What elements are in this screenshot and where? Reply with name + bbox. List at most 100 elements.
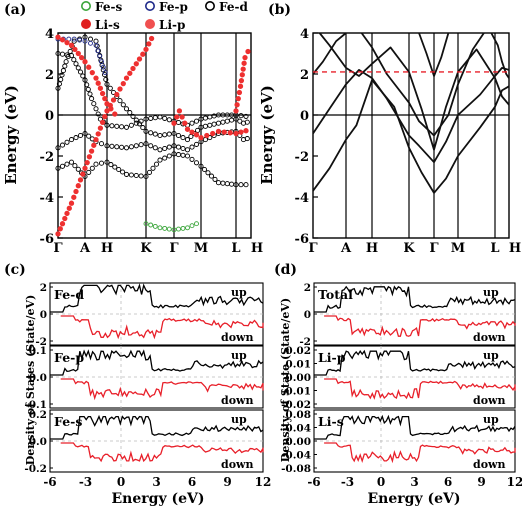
fe-band-point	[128, 172, 134, 178]
kpoint-label: Γ	[169, 241, 179, 256]
spin-down-label: down	[221, 331, 254, 344]
fe-band-point	[86, 133, 92, 139]
xtick-label: -3	[79, 475, 92, 489]
fe-band-point	[152, 223, 158, 229]
fe-band-point	[166, 144, 172, 150]
li-band-point	[204, 132, 210, 139]
ytick-label: -0.1	[24, 399, 47, 411]
fe-band-point	[73, 61, 79, 67]
fe-band-point	[224, 181, 230, 187]
fe-band-point	[205, 170, 211, 176]
li-band-point	[127, 70, 133, 76]
fe-band-point	[175, 119, 182, 126]
spin-up-label: up	[483, 413, 499, 426]
fe-band-point	[117, 98, 123, 104]
fe-band-point	[116, 166, 122, 173]
li-band-point	[55, 34, 61, 40]
fe-band-point	[104, 143, 110, 149]
ytick-label: 0.0	[29, 372, 47, 384]
fe-band-point	[128, 122, 134, 128]
panel-a: (a) Fe-s Fe-p Fe-d Li-s Li-p Energy (eV) 4 2 0…	[2, 0, 263, 256]
fe-band-point	[120, 169, 126, 175]
fe-band-point	[143, 173, 149, 180]
fe-band-point	[133, 120, 139, 126]
fe-band-point	[56, 81, 62, 87]
band-line	[312, 32, 347, 75]
fe-band-point	[102, 72, 108, 78]
fe-band-point	[123, 124, 130, 130]
fe-band-point	[148, 143, 154, 149]
fe-band-point	[180, 135, 186, 141]
band-line	[418, 32, 450, 77]
dos-down-curve	[324, 442, 516, 464]
fe-band-point	[103, 76, 109, 83]
fe-band-point	[244, 136, 250, 142]
fe-band-point	[176, 226, 181, 232]
band-line	[318, 32, 510, 151]
panel-c: (c) Density of States (State/eV) 2 0 -2 Fe-…	[4, 262, 271, 507]
band-line	[490, 32, 510, 79]
li-band-point	[241, 60, 247, 66]
li-band-point	[140, 51, 146, 57]
fe-band-point	[127, 110, 133, 116]
li-band-point	[66, 205, 72, 211]
ytick-label: 0	[45, 109, 54, 124]
xtick-label: 6	[188, 475, 196, 489]
fe-band-point	[133, 143, 139, 149]
li-band-point	[102, 113, 108, 120]
fe-band-point	[104, 159, 110, 165]
fe-band-point	[207, 122, 213, 128]
ytick-label: -4	[40, 191, 54, 206]
fe-band-point	[189, 120, 195, 126]
fe-band-point	[184, 153, 191, 159]
li-band-point	[221, 129, 227, 135]
ytick-label: -0.04	[281, 450, 311, 462]
spin-up-label: up	[483, 286, 499, 299]
ytick-label: -2	[35, 336, 47, 348]
fe-band-point	[185, 225, 190, 231]
ytick-label: -0.2	[24, 463, 47, 475]
fe-band-point	[189, 156, 195, 162]
fe-band-point	[128, 144, 134, 150]
ytick-label: -2	[299, 336, 311, 348]
dos-subplot-name: Total	[318, 287, 353, 302]
spin-up-label: up	[231, 413, 247, 426]
ytick-label: 2	[300, 68, 309, 83]
kpoint-label: Γ	[308, 241, 318, 256]
spin-up-label: up	[231, 286, 247, 299]
fe-band-point	[189, 144, 195, 150]
kpoint-label: K	[140, 241, 152, 256]
fe-band-point	[175, 152, 182, 158]
fe-band-point	[55, 85, 61, 91]
li-band-point	[123, 75, 130, 81]
dos-down-curve	[60, 315, 264, 340]
fe-band-point	[171, 130, 177, 137]
band-line	[360, 32, 485, 137]
panel-c-subplots: 2 0 -2 Fe-d up down 0.1 0.0 -0.1 Fe-p up down 0.2 0.0…	[24, 282, 264, 475]
fe-band-point	[162, 145, 168, 152]
li-band-point	[62, 215, 68, 222]
fe-band-point	[193, 118, 200, 124]
fe-band-point	[102, 70, 108, 76]
fe-band-point	[201, 166, 208, 173]
fe-band-point	[229, 117, 235, 123]
legend-marker	[81, 18, 92, 29]
li-band-point	[80, 171, 86, 177]
panel-c-xticks: -6 -3 0 3 6 9 12	[43, 475, 271, 489]
panel-c-xlabel: Energy (eV)	[112, 491, 205, 507]
li-band-point	[78, 54, 85, 61]
li-band-point	[234, 102, 240, 108]
fe-band-point	[143, 116, 149, 122]
fe-band-point	[77, 69, 84, 75]
fe-band-point	[244, 119, 250, 125]
fe-band-point	[229, 181, 235, 187]
fe-band-point	[153, 161, 160, 167]
fe-band-point	[152, 115, 158, 121]
fe-band-point	[157, 132, 163, 139]
ytick-label: -0.01	[281, 386, 311, 398]
fe-band-point	[215, 180, 222, 186]
li-band-point	[55, 231, 61, 237]
ytick-label: 0.02	[285, 345, 311, 357]
fe-band-point	[157, 157, 163, 163]
